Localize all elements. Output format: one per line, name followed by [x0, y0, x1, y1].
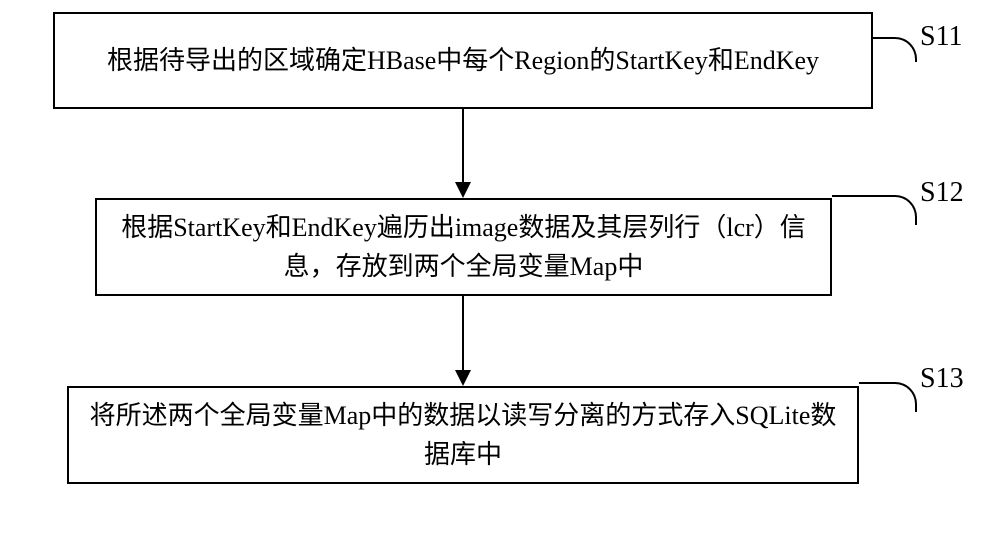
- flow-step-text: 根据待导出的区域确定HBase中每个Region的StartKey和EndKey: [107, 41, 819, 80]
- flow-step-text: 将所述两个全局变量Map中的数据以读写分离的方式存入SQLite数据库中: [87, 396, 839, 474]
- step-label-s13: S13: [920, 363, 964, 395]
- label-connector: [859, 382, 917, 412]
- arrow-head-icon: [455, 370, 471, 386]
- step-label-s11: S11: [920, 21, 963, 53]
- step-label-s12: S12: [920, 177, 964, 209]
- arrow-head-icon: [455, 182, 471, 198]
- flow-step-s12: 根据StartKey和EndKey遍历出image数据及其层列行（lcr）信息，…: [95, 198, 832, 296]
- arrow-line: [462, 109, 464, 182]
- flowchart-diagram: 根据待导出的区域确定HBase中每个Region的StartKey和EndKey…: [0, 0, 1000, 534]
- flow-step-s13: 将所述两个全局变量Map中的数据以读写分离的方式存入SQLite数据库中: [67, 386, 859, 484]
- label-connector: [873, 37, 917, 62]
- label-connector: [832, 195, 917, 225]
- flow-step-s11: 根据待导出的区域确定HBase中每个Region的StartKey和EndKey: [53, 12, 873, 109]
- arrow-line: [462, 296, 464, 370]
- flow-step-text: 根据StartKey和EndKey遍历出image数据及其层列行（lcr）信息，…: [115, 208, 812, 286]
